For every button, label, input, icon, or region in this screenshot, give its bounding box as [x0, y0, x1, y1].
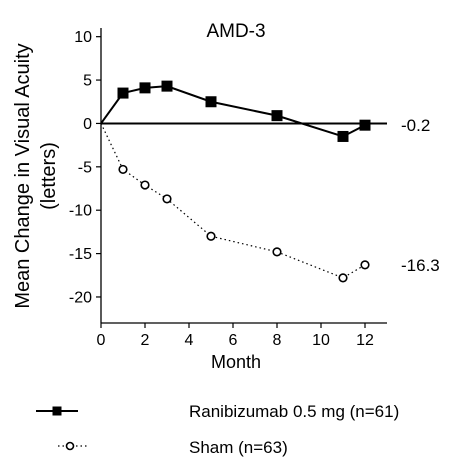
legend-label-ranibizumab: Ranibizumab 0.5 mg (n=61) [189, 402, 399, 421]
x-tick-label: 10 [312, 332, 330, 349]
series-line-sham [100, 123, 366, 279]
end-value-label-ranibizumab: -0.2 [401, 116, 430, 135]
legend: Ranibizumab 0.5 mg (n=61) Sham (n=63) [36, 402, 399, 457]
data-point-ranibizumab [139, 82, 151, 94]
legend-swatch-ranibizumab-marker [52, 406, 62, 416]
data-point-sham [360, 260, 370, 270]
chart-title: AMD-3 [206, 21, 265, 42]
x-tick-label: 12 [356, 332, 374, 349]
series-line-ranibizumab [100, 85, 366, 138]
y-axis-label-line-2: (letters) [38, 142, 60, 210]
y-tick-label: -15 [69, 246, 92, 263]
x-tick-label: 2 [141, 332, 150, 349]
x-tick-label: 4 [185, 332, 194, 349]
series-layer: -0.2 -16.3 [100, 80, 440, 283]
data-point-ranibizumab [271, 110, 283, 122]
data-point-ranibizumab [161, 80, 173, 92]
legend-item-ranibizumab: Ranibizumab 0.5 mg (n=61) [36, 402, 399, 421]
data-point-ranibizumab [205, 96, 217, 108]
data-point-sham [140, 180, 150, 190]
x-tick-label: 0 [97, 332, 106, 349]
axes: 10 5 0 -5 -10 -15 -20 0 2 4 6 8 10 12 [69, 28, 387, 349]
legend-item-sham: Sham (n=63) [58, 438, 288, 457]
y-tick-label: -20 [69, 289, 92, 306]
y-tick-label: -10 [69, 203, 92, 220]
data-point-sham [272, 247, 282, 257]
end-value-label-sham: -16.3 [401, 256, 440, 275]
data-point-sham [206, 231, 216, 241]
legend-swatch-sham-marker [65, 441, 75, 451]
y-axis-label-line-1: Mean Change in Visual Acuity [12, 43, 34, 308]
y-tick-label: 0 [83, 116, 92, 133]
data-point-sham [118, 164, 128, 175]
data-point-ranibizumab [359, 119, 371, 131]
data-point-ranibizumab [337, 130, 349, 142]
x-tick-label: 6 [229, 332, 238, 349]
y-tick-label: -5 [78, 159, 92, 176]
y-tick-label: 5 [83, 73, 92, 90]
y-tick-label: 10 [74, 29, 92, 46]
x-tick-label: 8 [273, 332, 282, 349]
legend-label-sham: Sham (n=63) [189, 438, 288, 457]
data-point-ranibizumab [117, 87, 129, 99]
x-axis-label: Month [211, 352, 261, 372]
data-point-sham [162, 194, 172, 204]
labels-layer: AMD-3 Month Mean Change in Visual Acuity… [12, 21, 266, 372]
data-point-sham [338, 273, 348, 283]
